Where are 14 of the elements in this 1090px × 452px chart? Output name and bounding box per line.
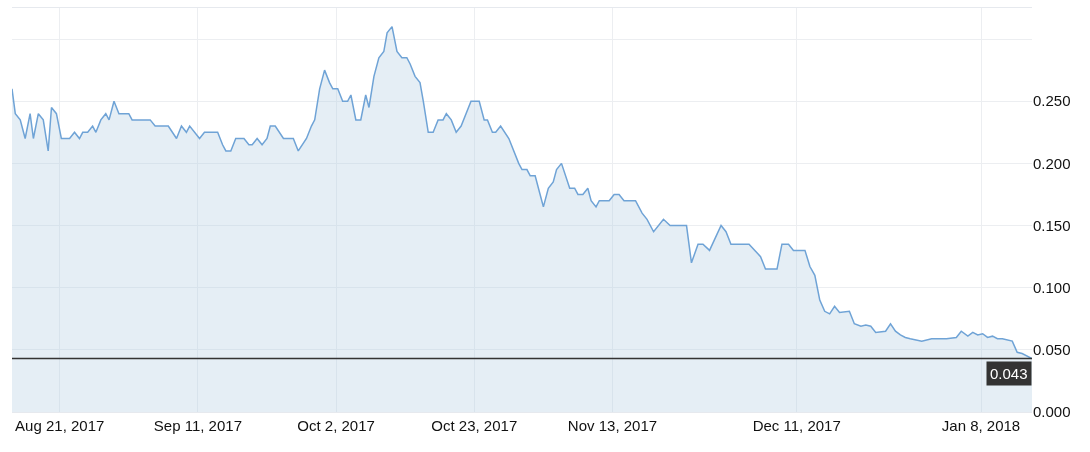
x-tick-label: Nov 13, 2017: [567, 417, 658, 434]
y-tick-label: 0.000: [1033, 403, 1071, 421]
x-tick-label: Jan 8, 2018: [941, 417, 1021, 434]
y-tick-label: 0.100: [1033, 278, 1071, 296]
y-tick-label: 0.250: [1033, 92, 1071, 110]
x-tick-label: Oct 23, 2017: [431, 417, 518, 434]
y-tick-label: 0.200: [1033, 154, 1071, 172]
x-tick-label: Aug 21, 2017: [15, 417, 105, 434]
x-tick-label: Sep 11, 2017: [153, 417, 242, 434]
x-tick-label: Oct 2, 2017: [297, 417, 375, 434]
y-tick-label: 0.150: [1033, 216, 1071, 234]
x-tick-label: Dec 11, 2017: [752, 417, 841, 434]
ref-line-label: 0.043: [990, 365, 1028, 382]
y-tick-label: 0.050: [1033, 341, 1071, 359]
